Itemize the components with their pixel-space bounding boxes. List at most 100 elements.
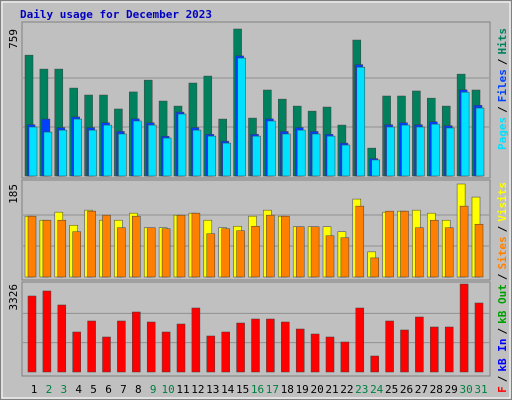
bar: [192, 129, 202, 177]
bar: [147, 124, 157, 177]
bar: [444, 326, 454, 373]
bar: [401, 124, 410, 177]
legend-separator: /: [496, 225, 509, 232]
x-tick-label: 22: [340, 383, 353, 396]
x-tick-label: 12: [191, 383, 204, 396]
bar: [206, 233, 216, 278]
legend-entry: Pages: [496, 117, 509, 150]
x-tick-label: 28: [430, 383, 443, 396]
bar: [295, 226, 305, 278]
legend-entry: kB In: [496, 339, 509, 372]
bar: [42, 219, 52, 278]
bar: [132, 311, 141, 373]
bar: [326, 135, 336, 177]
x-tick-label: 1: [31, 383, 38, 396]
x-tick-label: 15: [236, 383, 249, 396]
bar: [340, 341, 350, 373]
bar: [430, 219, 439, 278]
bar: [267, 120, 276, 177]
bar: [311, 133, 321, 177]
bar: [325, 235, 335, 278]
bar: [310, 333, 320, 373]
bar: [57, 304, 67, 373]
x-tick-label: 20: [310, 383, 323, 396]
bar: [206, 335, 216, 373]
bar: [416, 126, 425, 177]
bar: [430, 326, 439, 373]
x-tick-label: 7: [120, 383, 127, 396]
bar: [177, 113, 187, 177]
bar: [161, 331, 171, 373]
bar: [72, 331, 81, 373]
legend-entry: Visits: [496, 182, 509, 222]
bar: [281, 321, 290, 373]
x-tick-label: 9: [150, 383, 157, 396]
y-tick-label: 759: [7, 29, 20, 49]
bar: [251, 225, 260, 278]
x-tick-label: 4: [75, 383, 82, 396]
bar: [385, 320, 394, 373]
bar: [431, 123, 440, 177]
bar: [103, 124, 112, 177]
bar: [57, 219, 67, 278]
x-tick-label: 14: [221, 383, 235, 396]
x-tick-label: 30: [459, 383, 472, 396]
bar: [295, 328, 305, 373]
bar: [459, 283, 469, 373]
bar: [58, 129, 68, 177]
bar: [102, 336, 111, 373]
bar: [266, 214, 275, 278]
bar: [385, 210, 394, 278]
bar: [356, 66, 366, 177]
x-tick-label: 27: [415, 383, 428, 396]
bar: [88, 129, 97, 177]
bar: [73, 118, 82, 177]
bar: [415, 227, 424, 278]
bar: [474, 302, 484, 373]
y-tick-label: 185: [7, 184, 20, 204]
bar: [281, 215, 290, 278]
bar: [370, 257, 379, 278]
legend-separator: /: [496, 328, 509, 335]
bar: [252, 135, 261, 177]
bar: [370, 355, 379, 373]
y-tick-label: 3326: [7, 284, 20, 311]
bar: [221, 228, 230, 278]
bar: [415, 316, 424, 373]
bar: [236, 322, 245, 373]
legend-entry: Hits: [496, 28, 509, 55]
x-tick-label: 26: [400, 383, 413, 396]
bar: [27, 295, 37, 373]
legend-entry: Sites: [496, 236, 509, 269]
x-tick-label: 18: [281, 383, 294, 396]
bar: [340, 237, 350, 278]
bar: [386, 126, 395, 177]
x-tick-label: 24: [370, 383, 384, 396]
bar: [102, 214, 111, 278]
legend: Pages / Files / Hits: [496, 28, 509, 150]
bar: [191, 212, 201, 278]
bar: [27, 215, 37, 278]
bar: [146, 227, 156, 278]
x-tick-label: 29: [445, 383, 458, 396]
bar: [251, 318, 260, 373]
bar: [43, 131, 53, 177]
x-tick-label: 25: [385, 383, 398, 396]
x-tick-label: 5: [90, 383, 97, 396]
legend-entry: kB Out: [496, 284, 509, 324]
x-tick-label: 31: [474, 383, 487, 396]
bar: [237, 57, 246, 177]
x-tick-label: 8: [135, 383, 142, 396]
x-tick-label: 11: [176, 383, 189, 396]
bar: [400, 210, 409, 278]
bar: [444, 227, 454, 278]
bar: [355, 307, 365, 373]
chart-title: Daily usage for December 2023: [20, 8, 212, 21]
bar: [460, 91, 470, 177]
legend-separator: /: [496, 58, 509, 65]
bar: [310, 226, 320, 278]
x-tick-label: 6: [105, 383, 112, 396]
bar: [191, 307, 201, 373]
